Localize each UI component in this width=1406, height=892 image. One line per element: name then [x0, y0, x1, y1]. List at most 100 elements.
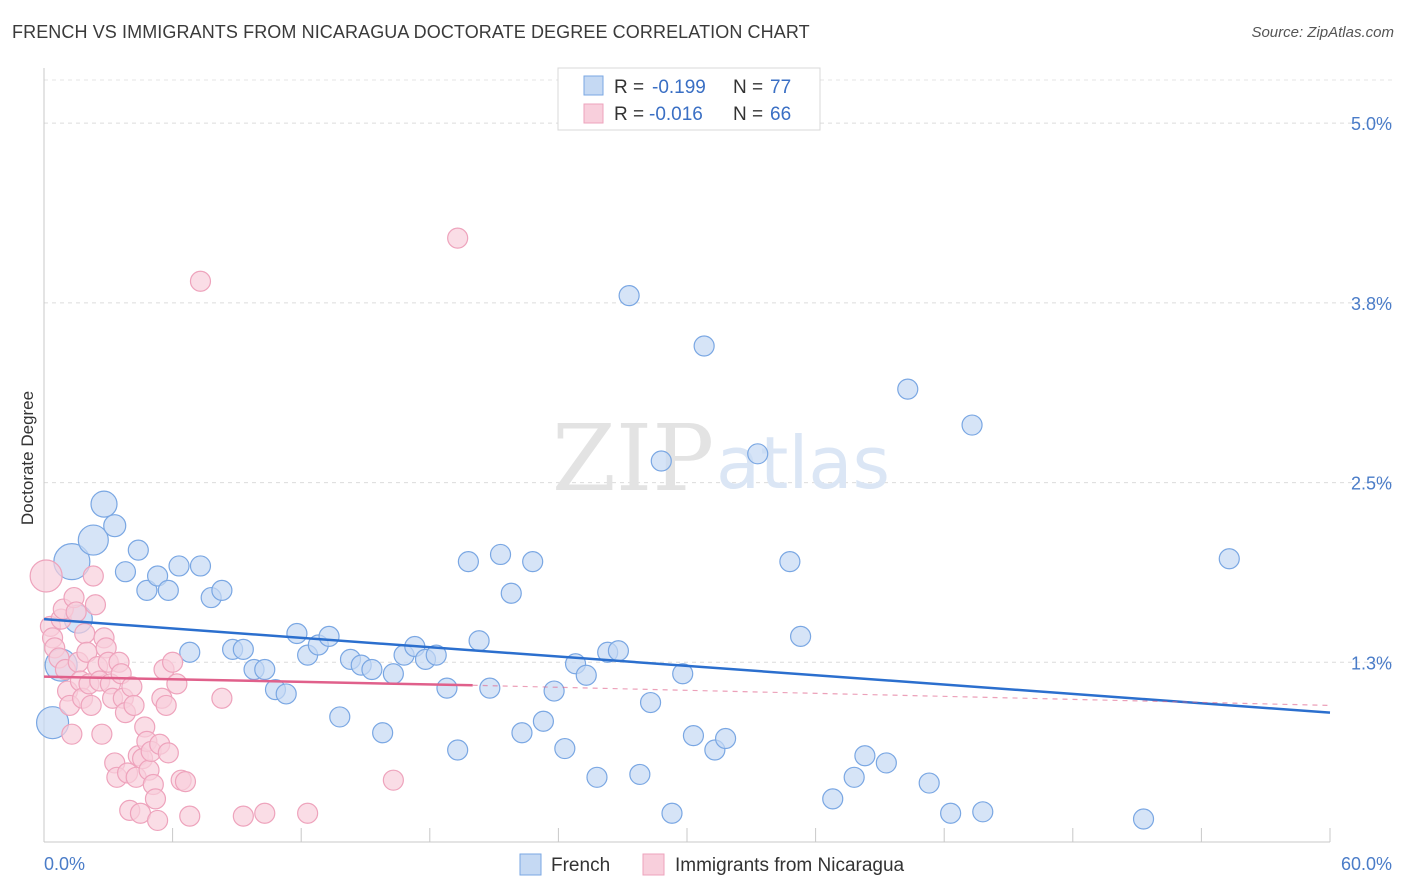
french-point-55 — [629, 763, 651, 786]
french-point-11 — [157, 579, 179, 601]
french-point-54 — [618, 285, 640, 307]
french-point-32 — [382, 663, 404, 685]
french-point-61 — [693, 335, 715, 357]
bottom-legend-french: French — [551, 855, 610, 876]
french-point-40 — [468, 630, 490, 652]
chart-source: Source: ZipAtlas.com — [1251, 24, 1394, 41]
french-point-26 — [318, 625, 340, 648]
french-point-45 — [522, 551, 544, 573]
french-point-18 — [232, 638, 254, 660]
french-point-41 — [479, 677, 501, 699]
french-point-69 — [854, 745, 876, 767]
nicaragua-point-54 — [155, 694, 177, 717]
nicaragua-point-56 — [162, 651, 184, 673]
french-point-68 — [843, 766, 865, 788]
french-point-6 — [103, 514, 127, 538]
bottom-legend-swatch-french — [519, 853, 542, 876]
french-point-47 — [543, 680, 565, 702]
y-tick-label-1: 2.5% — [1351, 474, 1392, 494]
french-point-53 — [607, 640, 630, 662]
nicaragua-point-65 — [297, 802, 319, 824]
french-point-39 — [457, 551, 479, 573]
french-point-71 — [897, 378, 919, 400]
french-point-4 — [77, 524, 109, 556]
french-point-60 — [682, 725, 705, 747]
french-point-23 — [286, 622, 308, 645]
french-point-44 — [511, 722, 533, 744]
nicaragua-point-39 — [123, 694, 145, 717]
legend-swatch-french — [583, 75, 604, 96]
legend-top: R = -0.199 N = 77 R = -0.016 N = 66 — [557, 67, 821, 131]
legend-n-label-french: N = — [733, 77, 763, 98]
french-point-43 — [500, 582, 522, 604]
nicaragua-point-59 — [174, 771, 197, 793]
french-point-66 — [789, 625, 812, 648]
nicaragua-point-12 — [65, 601, 87, 623]
french-point-59 — [672, 663, 694, 685]
nicaragua-point-50 — [146, 809, 169, 832]
x-tick-label-0: 0.0% — [44, 854, 85, 874]
french-point-30 — [361, 658, 383, 681]
french-point-73 — [940, 802, 962, 824]
french-point-27 — [329, 706, 351, 728]
nicaragua-point-21 — [84, 594, 107, 616]
legend-swatch-nicaragua — [583, 103, 604, 124]
nicaragua-point-66 — [382, 769, 404, 791]
nicaragua-point-19 — [80, 694, 102, 717]
nicaragua-point-57 — [166, 673, 188, 695]
watermark: ZIP atlas — [552, 405, 890, 512]
french-point-16 — [211, 579, 233, 601]
points — [29, 227, 1240, 832]
french-point-65 — [779, 551, 801, 573]
french-point-20 — [254, 658, 276, 681]
nicaragua-point-62 — [211, 687, 233, 709]
french-point-5 — [90, 490, 118, 518]
bottom-legend-swatch-nicaragua — [642, 853, 665, 876]
french-point-10 — [146, 565, 169, 587]
chart-title: FRENCH VS IMMIGRANTS FROM NICARAGUA DOCT… — [12, 22, 810, 42]
french-point-56 — [639, 691, 662, 714]
french-point-57 — [650, 450, 672, 472]
french-point-9 — [136, 579, 158, 601]
legend-r-value-nicaragua: -0.016 — [649, 104, 703, 125]
french-point-50 — [575, 664, 597, 686]
nicaragua-point-61 — [189, 270, 212, 292]
nicaragua-point-49 — [144, 788, 167, 810]
nicaragua-point-24 — [91, 723, 113, 745]
nicaragua-point-67 — [447, 227, 469, 249]
y-tick-labels: 1.3% 2.5% 3.8% 5.0% — [1351, 114, 1392, 673]
y-tick-label-2: 3.8% — [1351, 294, 1392, 314]
nicaragua-point-16 — [74, 622, 96, 645]
y-axis-label: Doctorate Degree — [18, 391, 37, 525]
legend-r-label-nicaragua: R = — [614, 104, 644, 125]
y-tick-label-3: 5.0% — [1351, 114, 1392, 134]
nicaragua-point-64 — [254, 802, 276, 824]
legend-n-value-french: 77 — [770, 77, 791, 98]
legend-n-label-nicaragua: N = — [733, 104, 763, 125]
nicaragua-point-55 — [157, 742, 179, 764]
french-point-37 — [436, 677, 458, 699]
french-point-0 — [35, 706, 70, 740]
french-point-75 — [972, 801, 994, 823]
nicaragua-trend-line — [43, 675, 473, 687]
bottom-legend-nicaragua: Immigrants from Nicaragua — [675, 855, 905, 876]
french-point-72 — [918, 772, 940, 794]
grid — [44, 79, 1392, 663]
french-point-51 — [586, 766, 608, 788]
french-point-12 — [168, 555, 190, 577]
french-point-63 — [714, 727, 737, 750]
french-point-14 — [189, 555, 212, 577]
legend-r-label-french: R = — [614, 77, 644, 98]
french-point-38 — [447, 739, 469, 761]
nicaragua-point-20 — [82, 565, 104, 587]
legend-r-value-french: -0.199 — [652, 77, 706, 98]
watermark-atlas: atlas — [716, 421, 890, 505]
french-point-8 — [127, 539, 149, 561]
french-trend-line — [43, 617, 1331, 714]
french-point-31 — [372, 722, 394, 744]
y-tick-label-0: 1.3% — [1351, 653, 1392, 673]
nicaragua-trend-extension — [472, 684, 1331, 707]
french-point-67 — [822, 788, 844, 810]
nicaragua-point-60 — [179, 805, 201, 827]
trend-lines — [43, 617, 1331, 714]
